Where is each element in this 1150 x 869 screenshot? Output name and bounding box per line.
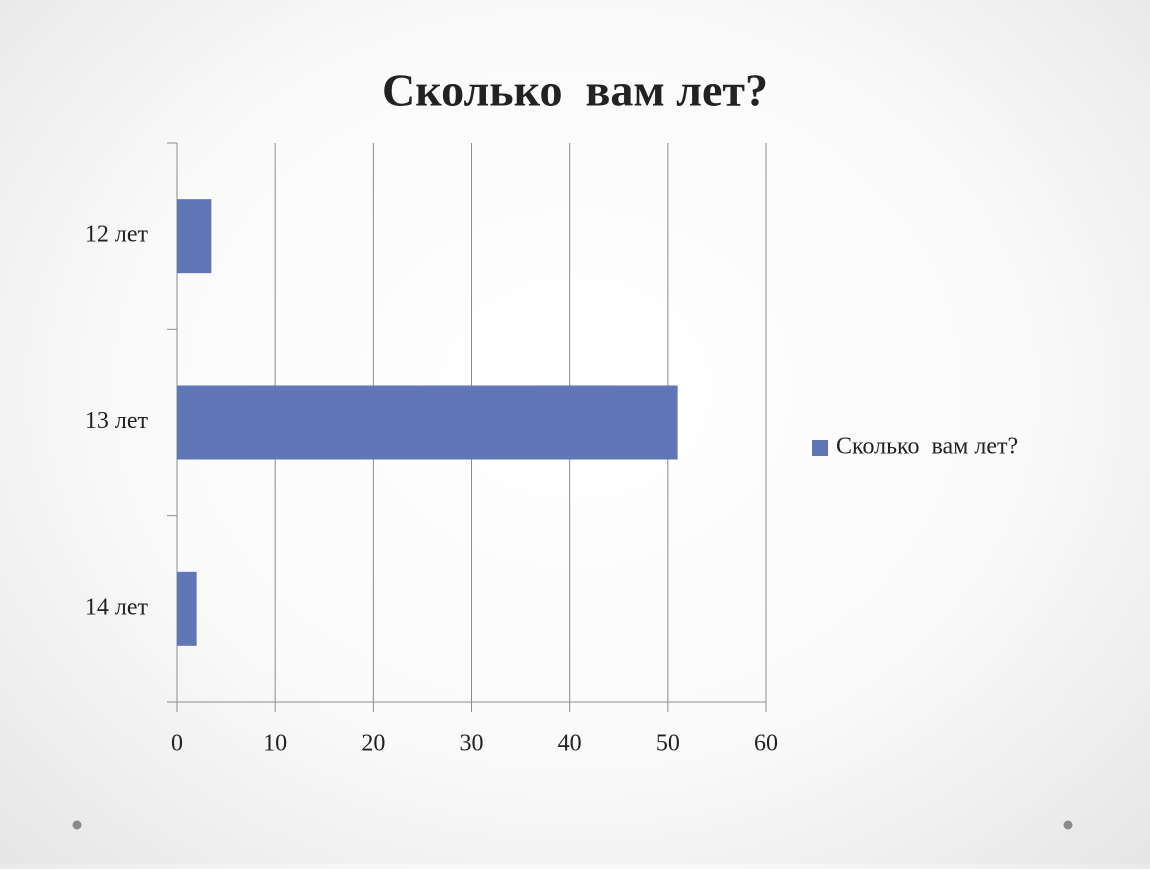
x-tick-label: 40 <box>558 731 582 757</box>
bar <box>177 385 678 460</box>
y-tick-label: 12 лет <box>85 222 149 248</box>
legend-label: Сколько вам лет? <box>836 434 1018 460</box>
chart-title: Сколько вам лет? <box>382 65 768 116</box>
x-tick-label: 60 <box>754 731 778 757</box>
slide-dot <box>1063 820 1073 830</box>
legend-swatch <box>812 440 828 456</box>
y-tick-label: 13 лет <box>85 408 149 434</box>
x-tick-label: 20 <box>361 731 385 757</box>
x-tick-label: 30 <box>460 731 484 757</box>
x-tick-label: 10 <box>263 731 287 757</box>
bar <box>177 571 197 646</box>
x-tick-label: 50 <box>656 731 680 757</box>
slide-dot <box>72 820 82 830</box>
bar <box>177 199 212 274</box>
y-tick-label: 14 лет <box>85 594 149 620</box>
x-tick-label: 0 <box>171 731 183 757</box>
